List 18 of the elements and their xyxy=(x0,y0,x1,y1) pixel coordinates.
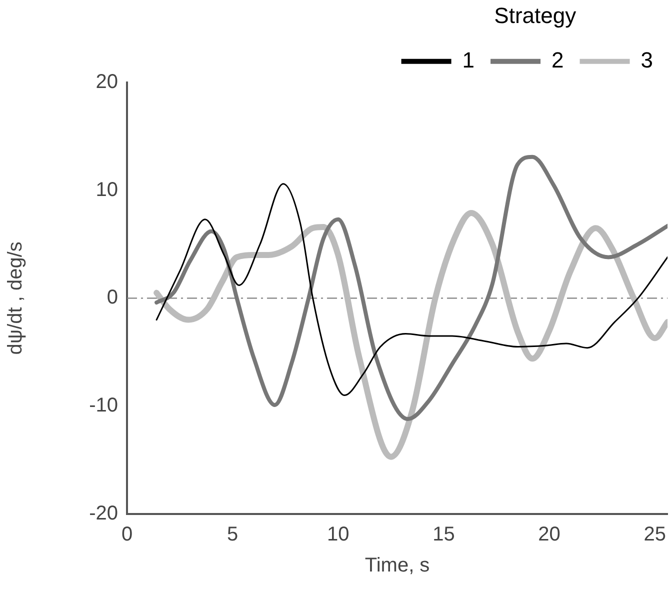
x-tick-label: 20 xyxy=(538,524,560,546)
legend-label: 3 xyxy=(640,47,654,72)
legend-label: 1 xyxy=(462,47,475,72)
x-tick-label: 5 xyxy=(227,524,238,546)
x-tick-label: 15 xyxy=(432,524,455,546)
x-tick-label: 10 xyxy=(327,524,350,546)
x-tick-label: 0 xyxy=(121,524,133,546)
y-tick-label: -20 xyxy=(89,502,118,525)
x-axis-title: Time, s xyxy=(364,554,430,577)
y-tick-label: -10 xyxy=(89,394,118,417)
y-tick-label: 10 xyxy=(96,178,118,201)
x-tick-label: 25 xyxy=(644,524,666,546)
y-tick-label: 20 xyxy=(96,70,118,93)
line-series xyxy=(156,183,668,396)
legend-label: 2 xyxy=(552,47,564,72)
y-tick-label: 0 xyxy=(106,286,118,309)
y-axis-title: dψ/dt , deg/s xyxy=(4,242,27,355)
legend-title: Strategy xyxy=(494,3,576,28)
